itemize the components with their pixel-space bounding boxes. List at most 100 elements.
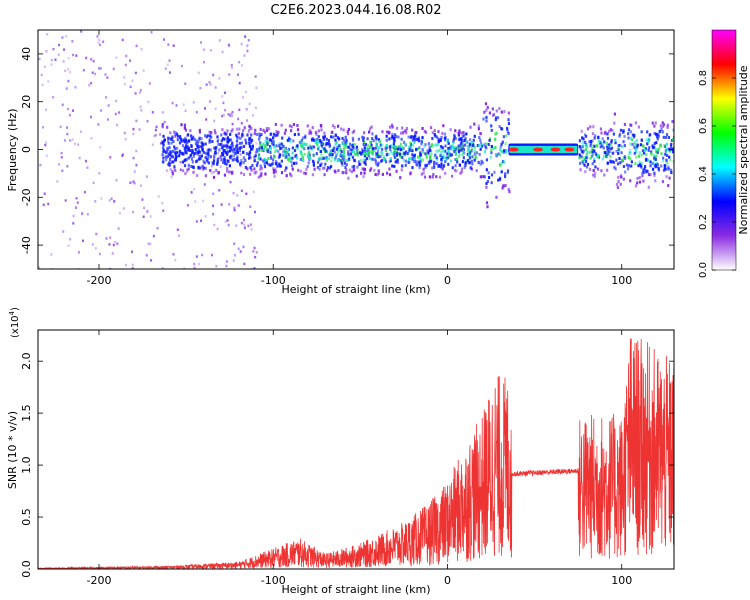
spectrogram-cell: [464, 143, 467, 147]
spectrogram-cell: [274, 160, 278, 164]
spectrogram-cell: [425, 155, 428, 159]
spectrogram-cell: [242, 150, 245, 154]
spectrogram-cell: [451, 166, 454, 170]
spectrogram-cell: [635, 143, 639, 147]
spectrogram-cell: [490, 124, 493, 128]
spectrogram-cell: [323, 131, 326, 135]
spectrogram-cell: [597, 136, 600, 140]
spectrogram-cell: [210, 171, 213, 175]
spectrogram-cell: [443, 132, 447, 136]
spectrogram-cell: [430, 143, 434, 147]
snr-multiplier-exponent: 4: [8, 310, 16, 315]
spectrogram-cell: [189, 134, 193, 138]
spectrogram-cell: [68, 113, 71, 117]
spectrogram-cell: [411, 128, 414, 132]
spectrogram-cell: [504, 149, 507, 153]
spectrogram-cell: [229, 180, 232, 184]
spectrogram-cell: [481, 161, 484, 165]
spectrogram-cell: [58, 43, 61, 47]
spectrogram-cell: [204, 107, 207, 110]
spectrogram-cell: [209, 83, 212, 86]
spectrogram-cell: [447, 154, 451, 158]
spectrogram-cell: [150, 30, 153, 34]
spectrogram-cell: [459, 142, 462, 146]
spectrogram-cell: [312, 153, 315, 157]
spectrogram-cell: [398, 144, 401, 148]
spectrogram-cell: [317, 160, 320, 164]
spectrogram-cell: [329, 153, 333, 157]
spectrogram-cell: [169, 161, 172, 164]
spectrogram-cell: [388, 160, 391, 164]
spectrogram-cell: [287, 157, 290, 161]
spectrogram-cell: [471, 162, 474, 166]
spectrogram-cell: [67, 56, 70, 60]
spectrogram-cell: [65, 126, 68, 129]
spectrogram-cell: [502, 184, 505, 188]
spectrogram-cell: [610, 146, 614, 150]
spectrogram-cell: [623, 155, 627, 159]
spectrogram-cell: [407, 135, 410, 139]
spectrogram-cell: [255, 132, 258, 136]
spectrogram-cell: [449, 128, 452, 132]
spectrogram-cell: [172, 155, 175, 159]
spectrogram-cell: [371, 149, 374, 153]
spectrogram-cell: [594, 171, 597, 175]
spectrogram-cell: [663, 144, 666, 148]
spectrogram-cell: [445, 157, 448, 161]
spectrogram-cell: [377, 155, 380, 159]
spectrogram-cell: [182, 152, 185, 156]
spectrogram-cell: [181, 160, 185, 164]
spectrogram-cell: [240, 145, 243, 149]
spectrogram-cell: [279, 164, 282, 168]
spectrogram-cell: [284, 168, 287, 172]
spectrogram-cell: [338, 137, 341, 141]
spectrogram-cell: [659, 144, 662, 148]
spectrogram-cell: [254, 154, 257, 158]
spectrogram-cell: [134, 71, 137, 75]
spectrogram-cell: [386, 152, 389, 156]
spectrogram-cell: [190, 137, 193, 141]
spectrogram-cell: [305, 167, 308, 171]
spectrogram-cell: [174, 168, 177, 172]
spectrogram-cell: [582, 156, 585, 160]
spectrogram-peak: [564, 147, 575, 152]
spectrogram-cell: [248, 128, 251, 132]
spectrogram-cell: [166, 146, 169, 150]
spectrogram-cell: [665, 147, 668, 151]
spectrogram-cell: [236, 159, 240, 163]
spectrogram-cell: [442, 164, 445, 168]
spectrogram-cell: [165, 169, 168, 172]
spectrogram-cell: [333, 157, 336, 161]
spectrogram-cell: [193, 137, 196, 141]
spectrogram-cell: [175, 104, 178, 107]
spectrogram-cell: [334, 142, 337, 146]
spectrogram-cell: [100, 109, 103, 112]
spectrogram-cell: [265, 159, 268, 163]
spectrogram-cell: [601, 137, 604, 141]
spectrogram-cell: [202, 48, 205, 51]
spectrogram-cell: [350, 170, 353, 174]
spectrogram-cell: [285, 174, 288, 178]
spectrogram-cell: [653, 131, 656, 135]
spectrogram-cell: [601, 144, 604, 148]
spectrogram-cell: [240, 134, 244, 138]
spectrogram-cell: [52, 95, 55, 99]
spectrogram-cell: [603, 140, 606, 144]
spectrogram-cell: [416, 137, 419, 141]
spectrogram-cell: [580, 155, 583, 159]
spectrogram-cell: [650, 152, 653, 156]
spectrogram-cell: [240, 158, 243, 162]
spectrogram-cell: [259, 142, 262, 146]
spectrogram-cell: [433, 155, 436, 159]
spectrogram-cell: [146, 119, 149, 123]
spectrogram-cell: [494, 137, 497, 141]
spectrogram-cell: [238, 60, 241, 64]
spectrogram-cell: [302, 145, 305, 149]
spectrogram-cell: [439, 146, 442, 150]
spectrogram-cell: [210, 135, 213, 139]
spectrogram-cell: [642, 144, 645, 148]
spectrogram-cell: [230, 146, 233, 150]
spectrogram-cell: [249, 135, 252, 139]
spectrogram-cell: [592, 173, 595, 177]
spectrogram-cell: [340, 150, 343, 154]
